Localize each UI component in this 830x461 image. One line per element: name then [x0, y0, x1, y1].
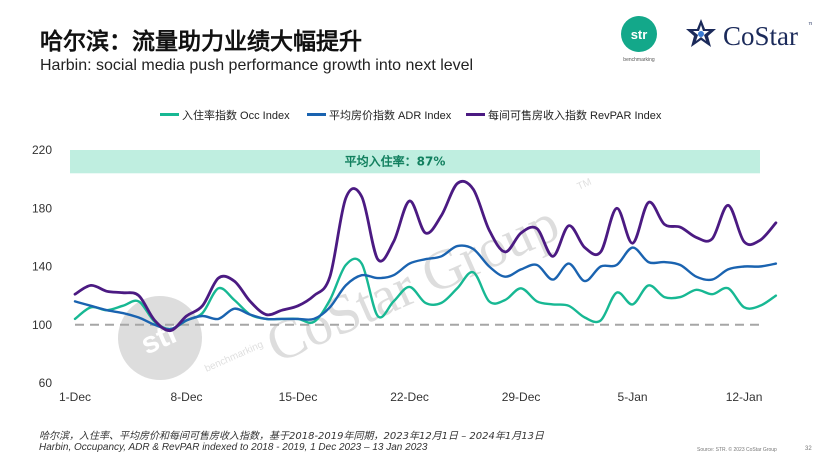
watermark-str-sub: benchmarking — [203, 339, 265, 375]
source-note: Source: STR. © 2023 CoStar Group — [697, 447, 777, 453]
watermark-text: CoStar Group — [257, 192, 568, 376]
str-logo-text: str — [631, 27, 648, 42]
x-tick-label: 15-Dec — [279, 390, 318, 404]
costar-tm: ™ — [808, 22, 812, 29]
y-tick-label: 60 — [39, 376, 53, 390]
watermark-tm: TM — [576, 177, 594, 193]
y-tick-label: 180 — [32, 201, 52, 215]
page-title-cn: 哈尔滨：流量助力业绩大幅提升 — [40, 29, 362, 55]
adr-index-line — [73, 244, 778, 331]
y-tick-label: 100 — [32, 318, 52, 332]
str-logo-sub: benchmarking — [623, 57, 655, 63]
y-tick-label: 140 — [32, 260, 52, 274]
legend-swatch-occ — [160, 113, 179, 116]
page-number: 32 — [805, 446, 812, 452]
page-title-en: Harbin: social media push performance gr… — [40, 57, 474, 74]
average-occupancy-band — [70, 150, 760, 174]
x-tick-label: 5-Jan — [618, 390, 648, 404]
costar-star-icon — [686, 19, 716, 47]
x-tick-label: 1-Dec — [59, 390, 91, 404]
y-tick-label: 220 — [32, 143, 52, 157]
watermark-str-icon: str benchmarking — [118, 296, 265, 380]
x-tick-label: 29-Dec — [502, 390, 541, 404]
costar-logo-text: CoStar — [723, 21, 799, 51]
legend-label-occ: 入住率指数 Occ Index — [182, 110, 290, 122]
x-tick-label: 12-Jan — [726, 390, 763, 404]
costar-logo: ™ — [686, 19, 812, 47]
x-tick-label: 22-Dec — [390, 390, 429, 404]
revpar-index-line — [73, 179, 778, 333]
legend-swatch-revpar — [466, 113, 485, 116]
legend-swatch-adr — [307, 113, 326, 116]
watermark: CoStar Group TM str benchmarking — [118, 177, 594, 380]
average-occupancy-label: 平均入住率：87% — [345, 154, 446, 169]
x-tick-label: 8-Dec — [171, 390, 203, 404]
legend-label-revpar: 每间可售房收入指数 RevPAR Index — [488, 110, 662, 122]
footnote-cn: 哈尔滨，入住率、平均房价和每间可售房收入指数，基于2018-2019年同期，20… — [39, 431, 544, 442]
footnote-en: Harbin, Occupancy, ADR & RevPAR indexed … — [39, 442, 428, 453]
str-logo: str benchmarking — [621, 16, 657, 63]
legend-label-adr: 平均房价指数 ADR Index — [329, 110, 452, 122]
